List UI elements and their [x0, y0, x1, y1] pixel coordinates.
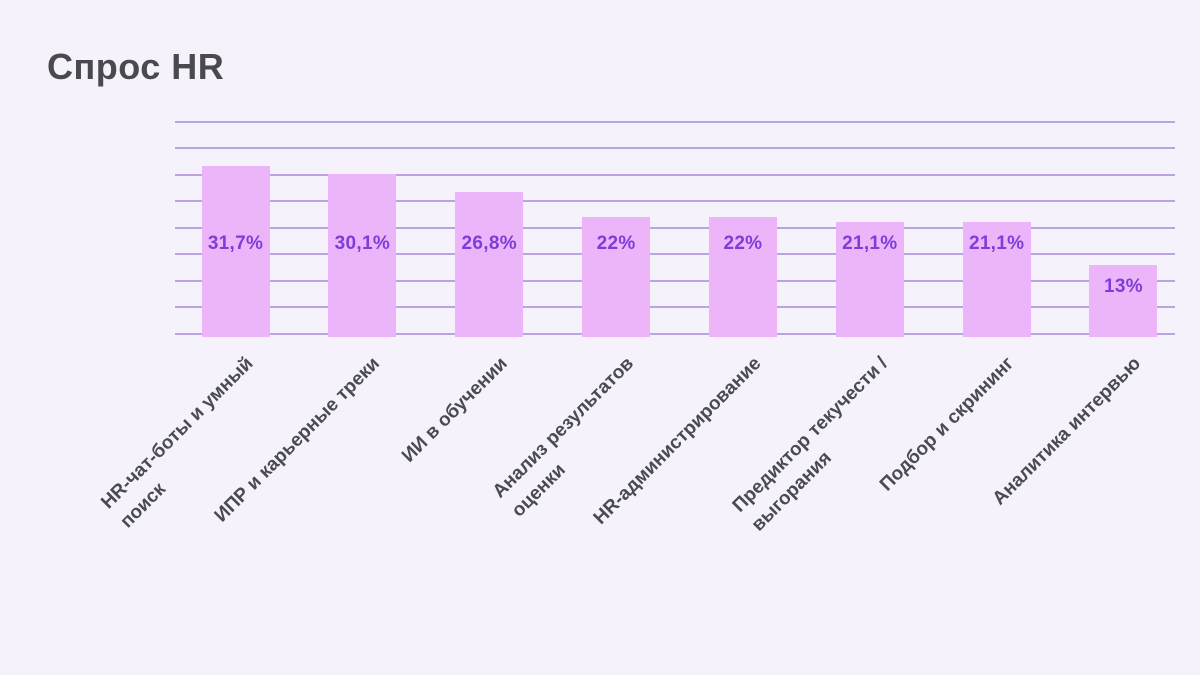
bar: [201, 165, 270, 337]
gridline: [175, 226, 1175, 229]
gridline: [175, 147, 1175, 150]
bar: [962, 221, 1031, 337]
bar: [455, 191, 524, 337]
bar: [1089, 264, 1158, 337]
bar-value-label: 31,7%: [207, 233, 264, 254]
bar-value-label: 21,1%: [968, 233, 1025, 254]
gridline: [175, 200, 1175, 203]
bar-value-label: 30,1%: [334, 233, 391, 254]
gridline: [175, 306, 1175, 309]
bar: [835, 221, 904, 337]
bar-value-label: 26,8%: [461, 233, 517, 254]
chart-title: Спрос HR: [47, 46, 225, 88]
bar: [328, 174, 397, 337]
bar-value-label: 22%: [723, 233, 763, 254]
bar-value-label: 13%: [1104, 275, 1143, 297]
gridline: [175, 333, 1175, 335]
bar-value-label: 22%: [596, 233, 636, 254]
bar-value-label: 21,1%: [842, 233, 898, 254]
gridline: [175, 173, 1175, 176]
x-axis-label: HR-чат-боты и умный поиск: [97, 353, 258, 533]
bar: [708, 217, 777, 337]
bar: [582, 217, 651, 337]
x-axis-label: ИИ в обучении: [397, 353, 512, 467]
gridline: [175, 120, 1175, 123]
gridline: [175, 279, 1175, 282]
gridline: [175, 253, 1175, 256]
